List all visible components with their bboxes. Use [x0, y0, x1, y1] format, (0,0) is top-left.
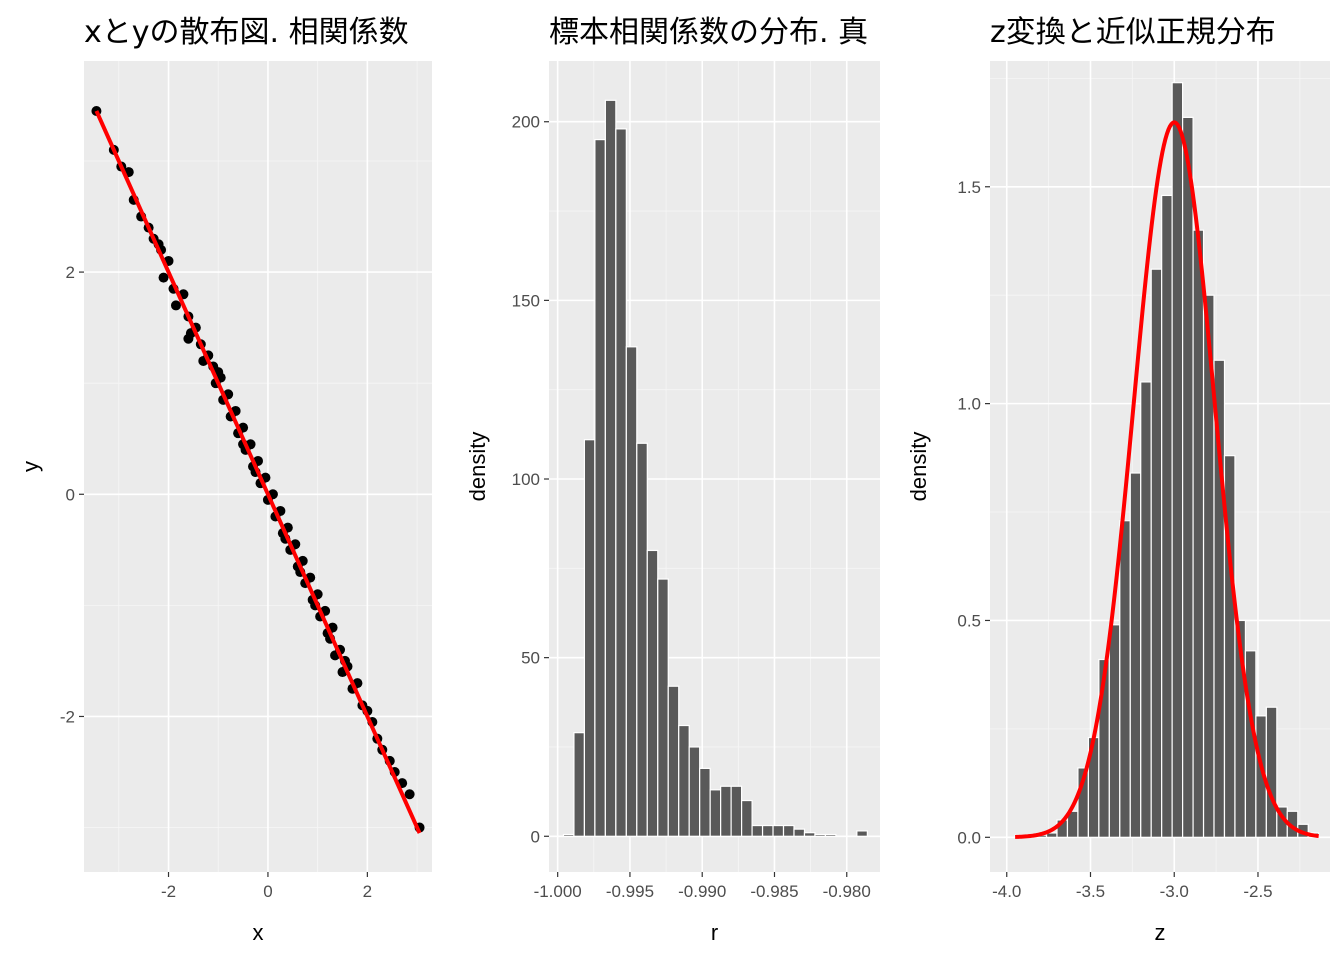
- title-group: xとyの散布図. 相関係数: [84, 15, 409, 50]
- histogram-bar: [761, 824, 774, 837]
- y-axis-label: density: [465, 432, 490, 502]
- histogram-bar: [803, 832, 816, 837]
- scatter-point: [404, 789, 415, 800]
- y-tick-label: 50: [521, 649, 540, 668]
- y-axis-label: density: [906, 432, 931, 502]
- plot-content: [562, 99, 868, 837]
- x-tick-label: -0.990: [678, 882, 726, 901]
- histogram-bar: [573, 732, 586, 837]
- histogram-bar: [562, 833, 575, 837]
- title-group: 標本相関係数の分布. 真: [549, 15, 868, 50]
- y-axis-label: y: [18, 461, 43, 472]
- histogram-bar: [824, 833, 837, 837]
- x-tick-label: -3.0: [1160, 882, 1189, 901]
- histogram-bar: [782, 824, 795, 837]
- scatter-point: [170, 300, 181, 311]
- histogram-bar: [1150, 268, 1163, 838]
- y-tick-label: 2: [66, 263, 75, 282]
- histogram-bar: [688, 746, 701, 837]
- r-histogram-panel: -1.000 -0.995 -0.990 -0.985 -0.980 0 50 100 150 2…: [465, 15, 880, 945]
- y-tick-label: -2: [60, 707, 75, 726]
- histogram-bar: [1129, 472, 1142, 838]
- histogram-bar: [646, 549, 659, 837]
- histogram-bar: [730, 785, 743, 837]
- y-tick-label: 0.0: [957, 828, 981, 847]
- histogram-bar: [814, 833, 827, 837]
- histogram-bar: [856, 830, 868, 837]
- y-tick-label: 1.5: [957, 178, 981, 197]
- chart-title: z変換と近似正規分布: [990, 15, 1276, 50]
- z-histogram-panel: -4.0 -3.5 -3.0 -2.5 0.0 0.5 1.0 1.5 z density z変換と…: [906, 15, 1330, 945]
- histogram-bar: [615, 128, 627, 837]
- x-tick-label: 0: [263, 882, 272, 901]
- x-tick-label: -0.985: [750, 882, 798, 901]
- y-tick-label: 0: [66, 485, 75, 504]
- histogram-bar: [709, 789, 722, 837]
- x-tick-label: -2.5: [1243, 882, 1272, 901]
- x-tick-label: -4.0: [992, 882, 1021, 901]
- histogram-bar: [583, 439, 596, 837]
- y-tick-label: 100: [512, 470, 540, 489]
- x-axis-label: r: [711, 920, 718, 945]
- plot-content: [91, 105, 425, 834]
- histogram-bar: [1161, 194, 1173, 838]
- histogram-bar: [625, 346, 638, 837]
- scatter-panel: -2 0 2 -2 0 2 x y xとyの散布図. 相関係数: [18, 15, 432, 945]
- histogram-bar: [772, 824, 785, 837]
- histogram-bar: [751, 824, 764, 837]
- plot-content: [1014, 82, 1320, 839]
- histogram-bar: [657, 578, 669, 837]
- histogram-bar: [1140, 381, 1152, 838]
- histogram-bar: [1119, 520, 1131, 838]
- histogram-bar: [604, 99, 617, 837]
- x-tick-label: -0.995: [606, 882, 654, 901]
- chart-title: xとyの散布図. 相関係数: [84, 15, 409, 50]
- scatter-point: [183, 333, 194, 344]
- y-tick-label: 150: [512, 291, 540, 310]
- regression-line: [94, 110, 422, 834]
- y-tick-label: 200: [512, 113, 540, 132]
- histogram-bar: [741, 799, 753, 837]
- histogram-bar: [720, 785, 732, 837]
- title-group: z変換と近似正規分布: [990, 15, 1276, 50]
- scatter-point: [158, 272, 169, 283]
- y-tick-label: 0.5: [957, 611, 981, 630]
- x-tick-label: -1.000: [534, 882, 582, 901]
- histogram-bar: [678, 724, 690, 837]
- histogram-bar: [1265, 706, 1278, 838]
- normal-density-curve: [1015, 120, 1319, 839]
- histogram-bar: [1171, 82, 1184, 838]
- histogram-bar: [636, 442, 648, 837]
- histogram-bar: [667, 685, 680, 837]
- histogram-bar: [594, 138, 606, 837]
- histogram-bar: [1182, 116, 1194, 838]
- x-axis-label: x: [253, 920, 264, 945]
- x-tick-label: -3.5: [1076, 882, 1105, 901]
- histogram-bar: [793, 828, 806, 837]
- chart-title: 標本相関係数の分布. 真: [549, 15, 868, 50]
- y-tick-label: 0: [531, 827, 540, 846]
- histogram-bar: [1192, 229, 1205, 838]
- y-tick-label: 1.0: [957, 395, 981, 414]
- x-tick-label: 2: [363, 882, 372, 901]
- x-tick-label: -0.980: [823, 882, 871, 901]
- x-tick-label: -2: [161, 882, 176, 901]
- histogram-bar: [699, 767, 711, 837]
- x-axis-label: z: [1155, 920, 1166, 945]
- histogram-bar: [1108, 624, 1121, 838]
